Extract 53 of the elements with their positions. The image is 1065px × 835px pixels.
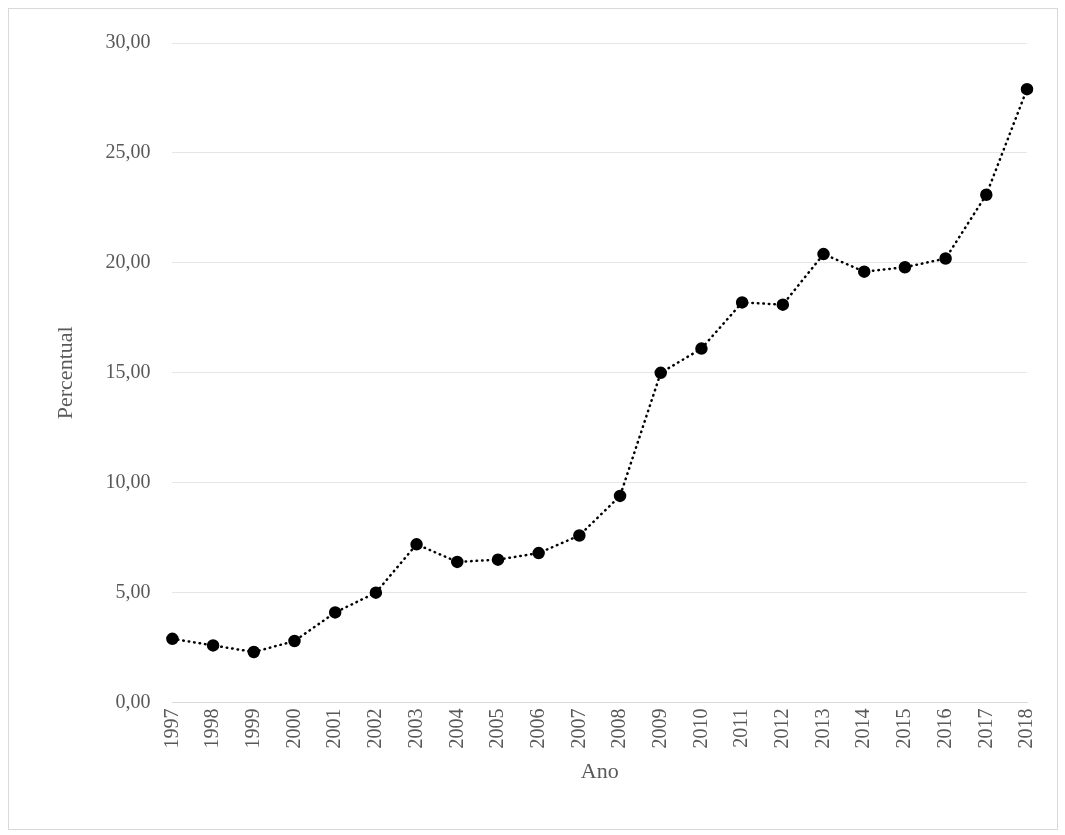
- x-tick-label: 2005: [485, 708, 508, 749]
- x-tick-label: 2006: [525, 708, 548, 749]
- x-axis-title: Ano: [580, 757, 619, 783]
- point: [451, 555, 464, 569]
- point: [776, 298, 790, 311]
- x-tick-label: 2013: [810, 708, 833, 749]
- point: [573, 529, 586, 542]
- point: [1020, 82, 1034, 96]
- point: [532, 546, 545, 560]
- point: [654, 366, 667, 380]
- point: [288, 634, 301, 648]
- point: [328, 606, 342, 619]
- x-tick-label: 2011: [729, 708, 752, 748]
- point: [369, 586, 383, 599]
- point: [735, 296, 749, 309]
- x-tick-label: 1997: [159, 708, 182, 749]
- y-tick-label: 30,00: [105, 30, 151, 53]
- x-tick-label: 2010: [688, 708, 711, 749]
- x-tick-label: 2014: [851, 708, 874, 749]
- point: [166, 632, 179, 646]
- y-tick-label: 0,00: [115, 689, 151, 712]
- x-tick-label: 1998: [200, 708, 223, 749]
- x-tick-label: 2009: [647, 708, 670, 749]
- point: [247, 645, 261, 659]
- x-tick-label: 2015: [892, 708, 915, 749]
- point: [817, 247, 830, 261]
- x-tick-label: 1999: [241, 708, 264, 749]
- point: [206, 639, 220, 652]
- point: [898, 261, 912, 274]
- x-tick-label: 2018: [1014, 708, 1037, 749]
- y-axis-title: Percentual: [51, 326, 77, 420]
- point: [857, 265, 871, 278]
- y-tick-label: 10,00: [105, 469, 151, 492]
- x-tick-label: 2012: [770, 708, 793, 749]
- point: [410, 538, 423, 551]
- point: [491, 553, 505, 566]
- y-tick-label: 15,00: [105, 360, 151, 383]
- y-tick-label: 25,00: [105, 140, 151, 163]
- y-tick-label: 20,00: [105, 250, 151, 273]
- y-tick-label: 5,00: [115, 579, 151, 602]
- point: [613, 489, 627, 503]
- point: [939, 252, 952, 265]
- x-tick-label: 2017: [973, 708, 996, 749]
- x-tick-label: 2001: [322, 708, 345, 749]
- x-tick-label: 2004: [444, 708, 467, 749]
- point: [695, 342, 708, 355]
- x-tick-label: 2008: [607, 708, 630, 749]
- x-tick-label: 2002: [363, 708, 386, 749]
- x-tick-label: 2003: [403, 708, 426, 749]
- x-tick-label: 2000: [281, 708, 304, 749]
- x-tick-label: 2016: [932, 708, 955, 749]
- x-tick-label: 2007: [566, 708, 589, 749]
- point: [980, 188, 993, 201]
